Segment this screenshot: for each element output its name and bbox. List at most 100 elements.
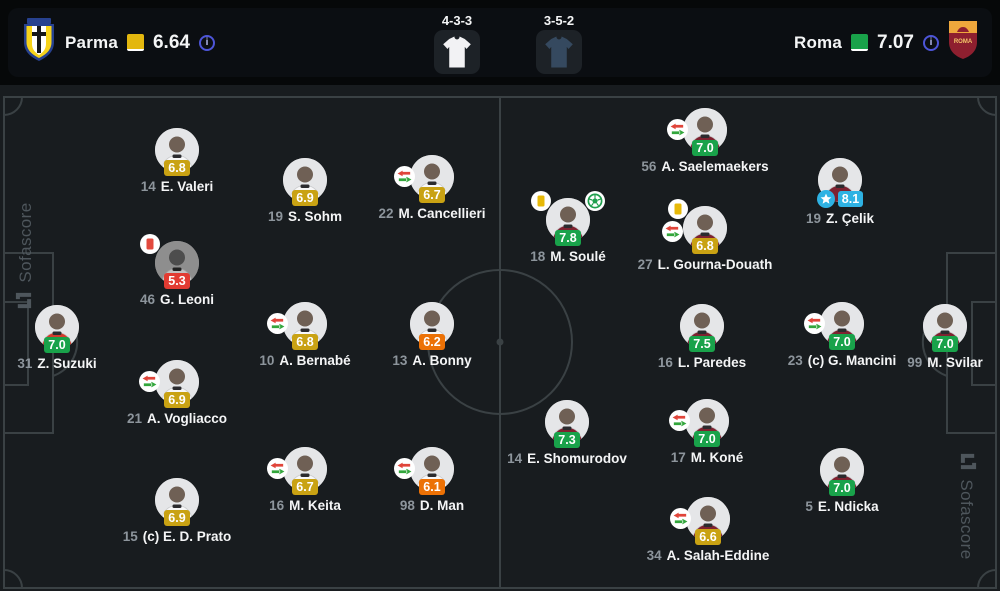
sofascore-logo-icon — [14, 291, 38, 310]
player-rating-badge: 7.0 — [694, 431, 720, 447]
svg-text:ROMA: ROMA — [954, 39, 973, 45]
player-chip[interactable]: 6.2 13 A. Bonny — [347, 302, 517, 368]
match-header: Parma 6.64 i 4-3-3 3-5-2 Roma 7.07 i — [8, 8, 992, 77]
player-name-label: 98 D. Man — [399, 498, 465, 513]
player-name-label: 13 A. Bonny — [392, 353, 472, 368]
player-chip[interactable]: 6.6 34 A. Salah-Eddine — [623, 497, 793, 563]
player-name-label: 99 M. Svilar — [907, 355, 983, 370]
player-name-label: 18 M. Soulé — [530, 249, 606, 264]
red-card-icon — [140, 234, 160, 259]
player-rating-badge: 6.7 — [419, 187, 445, 203]
substitution-icon — [394, 166, 415, 192]
player-name-label: 19 S. Sohm — [267, 209, 343, 224]
player-name-label: 14 E. Shomurodov — [507, 451, 627, 466]
player-rating-badge: 6.8 — [164, 160, 190, 176]
player-chip[interactable]: 7.0 31 Z. Suzuki — [0, 305, 142, 371]
pitch: Sofascore Sofascore 7.0 31 Z. Suzuki 6.8 … — [0, 85, 1000, 591]
player-name-label: 27 L. Gourna-Douath — [637, 257, 773, 272]
home-formation: 4-3-3 — [429, 13, 485, 74]
home-formation-label: 4-3-3 — [441, 13, 473, 28]
player-rating-badge: 6.8 — [292, 334, 318, 350]
player-photo — [680, 304, 724, 348]
player-name-label: 19 Z. Çelik — [805, 211, 875, 226]
yellow-card-icon — [668, 199, 688, 224]
player-rating-badge: 7.3 — [554, 432, 580, 448]
player-rating-badge: 5.3 — [164, 273, 190, 289]
player-photo — [35, 305, 79, 349]
away-team-name[interactable]: Roma — [793, 32, 843, 52]
player-chip[interactable]: 6.8 10 A. Bernabé — [220, 302, 390, 368]
player-rating-badge: 7.0 — [932, 336, 958, 352]
sofascore-watermark: Sofascore — [14, 181, 38, 331]
away-formation-label: 3-5-2 — [543, 13, 575, 28]
home-rating-color-swatch — [126, 34, 144, 51]
home-team-summary: Parma 6.64 i — [22, 8, 215, 77]
player-name-label: 31 Z. Suzuki — [17, 356, 97, 371]
player-chip[interactable]: 7.0 5 E. Ndicka — [757, 448, 927, 514]
player-chip[interactable]: 7.0 99 M. Svilar — [860, 304, 1000, 370]
away-average-rating: 7.07 — [877, 31, 914, 53]
substitution-icon — [662, 221, 683, 247]
player-chip[interactable]: 6.8 14 E. Valeri — [92, 128, 262, 194]
home-kit-icon — [434, 30, 480, 74]
player-name-label: 16 L. Paredes — [657, 355, 747, 370]
player-chip[interactable]: 7.3 14 E. Shomurodov — [482, 400, 652, 466]
substitution-icon — [267, 313, 288, 339]
player-rating-badge: 6.6 — [695, 529, 721, 545]
away-formation: 3-5-2 — [531, 13, 587, 74]
player-name-label: 21 A. Vogliacco — [126, 411, 228, 426]
substitution-icon — [267, 458, 288, 484]
away-rating-color-swatch — [851, 34, 869, 51]
away-team-summary: Roma 7.07 i ROMA — [794, 8, 978, 77]
player-chip[interactable]: 6.9 15 (c) E. D. Prato — [92, 478, 262, 544]
player-rating-badge: 7.0 — [692, 140, 718, 156]
player-rating-badge: 6.2 — [419, 334, 445, 350]
player-chip[interactable]: 7.5 16 L. Paredes — [617, 304, 787, 370]
substitution-icon — [669, 410, 690, 436]
player-chip[interactable]: 7.0 56 A. Saelemaekers — [620, 108, 790, 174]
player-chip[interactable]: 8.1 19 Z. Çelik — [755, 158, 925, 226]
info-icon[interactable]: i — [198, 34, 215, 51]
player-name-label: 46 G. Leoni — [139, 292, 215, 307]
info-icon[interactable]: i — [923, 34, 939, 51]
pitch-markings — [3, 96, 997, 589]
player-name-label: 15 (c) E. D. Prato — [122, 529, 232, 544]
player-chip[interactable]: 5.3 46 G. Leoni — [92, 234, 262, 307]
watermark-text: Sofascore — [957, 479, 976, 560]
player-rating-badge: 6.7 — [292, 479, 318, 495]
player-chip[interactable]: 7.0 23 (c) G. Mancini — [757, 302, 927, 368]
player-name-label: 22 M. Cancellieri — [378, 206, 486, 221]
player-rating-badge: 7.8 — [555, 230, 581, 246]
player-chip[interactable]: 7.0 17 M. Koné — [622, 399, 792, 465]
player-photo — [820, 448, 864, 492]
player-chip[interactable]: 6.8 27 L. Gourna-Douath — [620, 199, 790, 272]
watermark-text: Sofascore — [16, 202, 35, 283]
player-chip[interactable]: 6.7 16 M. Keita — [220, 447, 390, 513]
home-team-name[interactable]: Parma — [65, 32, 118, 52]
player-rating-badge: 7.0 — [44, 337, 70, 353]
goal-icon — [585, 191, 605, 216]
player-rating-badge: 6.9 — [164, 392, 190, 408]
player-photo — [283, 158, 327, 202]
substitution-icon — [670, 508, 691, 534]
player-name-label: 34 A. Salah-Eddine — [646, 548, 770, 563]
player-name-label: 14 E. Valeri — [140, 179, 214, 194]
sofascore-logo-icon — [954, 452, 978, 471]
player-rating-badge: 6.9 — [164, 510, 190, 526]
roma-crest-icon: ROMA — [948, 20, 978, 65]
player-chip[interactable]: 6.7 22 M. Cancellieri — [347, 155, 517, 221]
player-name-label: 16 M. Keita — [269, 498, 341, 513]
player-chip[interactable]: 6.9 19 S. Sohm — [220, 158, 390, 224]
substitution-icon — [667, 119, 688, 145]
player-rating-badge: 7.0 — [829, 480, 855, 496]
player-of-match-star-icon — [816, 190, 835, 208]
player-name-label: 56 A. Saelemaekers — [641, 159, 769, 174]
player-chip[interactable]: 6.9 21 A. Vogliacco — [92, 360, 262, 426]
player-rating-badge: 8.1 — [837, 191, 864, 207]
player-chip[interactable]: 6.1 98 D. Man — [347, 447, 517, 513]
player-chip[interactable]: 7.8 18 M. Soulé — [483, 191, 653, 264]
player-rating-badge: 7.0 — [829, 334, 855, 350]
substitution-icon — [394, 458, 415, 484]
player-name-label: 10 A. Bernabé — [259, 353, 351, 368]
